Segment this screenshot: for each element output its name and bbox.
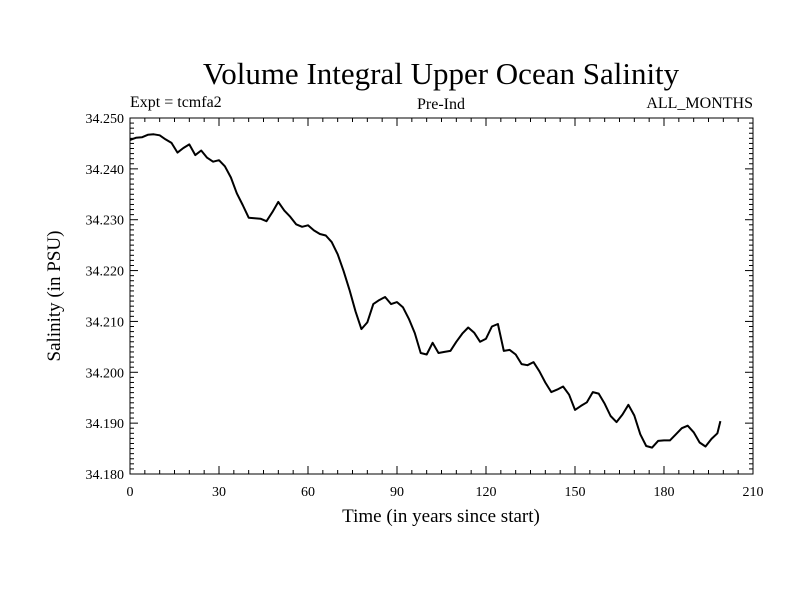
salinity-series-line (129, 133, 722, 449)
x-tick-label: 150 (565, 485, 586, 500)
y-tick-label: 34.240 (86, 163, 125, 178)
plot-frame (129, 117, 754, 475)
x-tick-label: 210 (743, 485, 764, 500)
y-tick-label: 34.220 (86, 265, 125, 280)
axis-ticks (129, 117, 754, 475)
y-axis-label: Salinity (in PSU) (44, 231, 65, 362)
chart-title: Volume Integral Upper Ocean Salinity (203, 56, 680, 91)
x-tick-label: 90 (390, 485, 404, 500)
y-tick-label: 34.180 (86, 468, 125, 483)
y-tick-labels: 34.180 34.190 34.200 34.210 34.220 34.230 34.2… (86, 112, 125, 483)
y-tick-label: 34.210 (86, 315, 125, 330)
y-tick-label: 34.230 (86, 214, 125, 229)
x-tick-label: 0 (127, 485, 134, 500)
x-tick-label: 60 (301, 485, 315, 500)
subtitle-period: Pre-Ind (417, 96, 465, 113)
x-tick-label: 30 (212, 485, 226, 500)
y-tick-label: 34.200 (86, 366, 125, 381)
subtitle-experiment: Expt = tcmfa2 (130, 94, 222, 111)
y-tick-label: 34.190 (86, 417, 125, 432)
x-tick-labels: 0 30 60 90 120 150 180 210 (127, 485, 764, 500)
x-axis-label: Time (in years since start) (342, 506, 540, 527)
x-tick-label: 120 (476, 485, 497, 500)
x-tick-label: 180 (654, 485, 675, 500)
subtitle-months: ALL_MONTHS (646, 95, 753, 112)
y-tick-label: 34.250 (86, 112, 125, 127)
